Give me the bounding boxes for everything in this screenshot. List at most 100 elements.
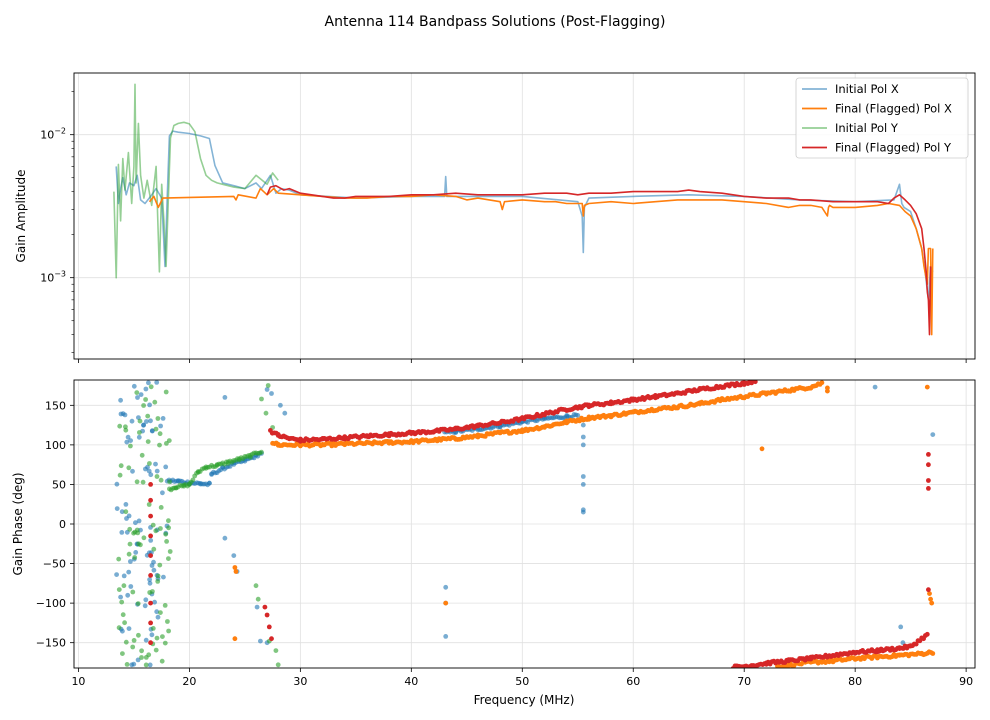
phase-y-tick-label: −100 [36, 597, 66, 610]
phase-point-initial-pol-y [122, 620, 127, 626]
phase-point-initial-pol-x [231, 553, 237, 558]
phase-point-initial-pol-x [278, 402, 283, 408]
phase-point-initial-pol-y [146, 652, 152, 658]
phase-point-initial-pol-x [148, 472, 154, 478]
phase-point-initial-pol-x [126, 513, 132, 519]
phase-point-initial-pol-x [143, 466, 148, 472]
phase-point-initial-pol-y [167, 549, 173, 554]
phase-point-initial-pol-y [124, 662, 130, 667]
legend-box [795, 77, 969, 159]
phase-point-final-flagged-pol-y [148, 553, 154, 558]
phase-point-initial-pol-y [157, 431, 163, 437]
phase-point-initial-pol-x [153, 461, 158, 467]
phase-point-initial-pol-y [117, 472, 123, 478]
phase-point-initial-pol-x [128, 584, 134, 589]
phase-point-initial-pol-y [255, 596, 261, 602]
phase-point-initial-pol-x [154, 468, 160, 474]
phase-point-initial-pol-y [159, 658, 165, 664]
phase-point-initial-pol-y [155, 573, 161, 579]
phase-x-tick-label: 90 [959, 675, 973, 688]
phase-point-initial-pol-x [580, 509, 586, 515]
phase-point-initial-pol-y [158, 610, 163, 615]
phase-ticks: 10 20 30 40 50 60 70 80 90 −150 −100 −50 0 50 100 150 [36, 399, 973, 688]
phase-point-initial-pol-x [898, 624, 904, 630]
phase-point-initial-pol-y [190, 477, 196, 483]
phase-x-label: Frequency (MHz) [474, 693, 575, 707]
phase-point-initial-pol-y [167, 479, 173, 485]
phase-point-initial-pol-x [264, 387, 270, 392]
phase-point-initial-pol-x [135, 657, 141, 663]
phase-point-initial-pol-x [161, 574, 166, 580]
phase-point-initial-pol-x [127, 559, 133, 564]
phase-point-initial-pol-x [160, 490, 165, 496]
phase-point-initial-pol-y [140, 479, 146, 485]
phase-point-initial-pol-y [131, 530, 137, 536]
amplitude-line-1 [113, 83, 279, 279]
phase-point-initial-pol-y [147, 461, 152, 466]
phase-point-initial-pol-x [118, 397, 123, 403]
legend-entry: Initial Pol Y [835, 121, 899, 135]
phase-point-initial-pol-x [580, 482, 586, 487]
phase-point-final-flagged-pol-x [443, 600, 449, 606]
phase-point-initial-pol-y [163, 389, 169, 395]
phase-x-tick-label: 30 [293, 675, 307, 688]
phase-point-final-flagged-pol-y [926, 452, 931, 457]
phase-point-initial-pol-y [253, 583, 259, 589]
phase-point-initial-pol-y [134, 479, 140, 485]
phase-point-initial-pol-x [130, 468, 135, 474]
phase-point-initial-pol-y [273, 648, 279, 653]
phase-point-initial-pol-x [144, 419, 149, 424]
phase-y-tick-label: −150 [36, 637, 66, 650]
phase-point-initial-pol-x [872, 384, 878, 390]
phase-point-initial-pol-x [147, 577, 153, 582]
phase-point-initial-pol-y [136, 541, 142, 547]
phase-point-initial-pol-x [125, 434, 131, 440]
phase-point-initial-pol-x [282, 410, 288, 416]
phase-point-initial-pol-x [114, 506, 120, 511]
phase-x-tick-label: 10 [71, 675, 85, 688]
phase-point-initial-pol-x [118, 411, 124, 417]
phase-point-final-flagged-pol-y [148, 533, 154, 539]
phase-point-initial-pol-y [123, 639, 129, 645]
phase-x-tick-label: 40 [404, 675, 418, 688]
figure-title: Antenna 114 Bandpass Solutions (Post-Fla… [325, 14, 666, 30]
phase-point-initial-pol-x [126, 569, 132, 575]
phase-point-initial-pol-y [141, 403, 147, 408]
phase-point-initial-pol-y [123, 427, 129, 433]
phase-point-initial-pol-x [149, 428, 155, 434]
phase-point-initial-pol-y [162, 640, 168, 646]
phase-point-final-flagged-pol-y [148, 482, 154, 487]
phase-point-initial-pol-y [153, 647, 159, 653]
phase-point-initial-pol-x [119, 509, 125, 515]
phase-point-initial-pol-y [158, 505, 164, 510]
phase-y-tick-label: −50 [43, 558, 66, 571]
phase-point-initial-pol-y [165, 619, 170, 624]
phase-point-final-flagged-pol-y [926, 486, 931, 491]
phase-point-initial-pol-x [151, 567, 157, 573]
phase-x-tick-label: 50 [515, 675, 529, 688]
phase-point-initial-pol-x [160, 416, 166, 421]
phase-point-initial-pol-x [136, 434, 142, 440]
phase-point-initial-pol-y [143, 397, 149, 402]
phase-point-initial-pol-y [163, 531, 169, 537]
phase-point-initial-pol-x [131, 661, 137, 667]
phase-point-initial-pol-x [121, 573, 127, 579]
phase-point-final-flagged-pol-y [148, 640, 154, 646]
phase-point-initial-pol-x [143, 637, 149, 643]
phase-point-initial-pol-x [142, 603, 148, 609]
phase-point-initial-pol-y [158, 477, 164, 483]
phase-point-initial-pol-x [120, 628, 125, 634]
phase-point-initial-pol-x [124, 439, 130, 445]
phase-point-initial-pol-y [139, 655, 144, 660]
phase-point-final-flagged-pol-y [262, 604, 268, 610]
phase-point-final-flagged-pol-y [148, 513, 154, 519]
phase-point-initial-pol-y [118, 463, 124, 469]
phase-point-initial-pol-y [157, 562, 163, 568]
phase-point-initial-pol-x [125, 592, 131, 598]
phase-point-initial-pol-y [152, 399, 158, 405]
phase-point-initial-pol-y [166, 525, 172, 531]
phase-point-initial-pol-x [133, 520, 138, 526]
phase-point-initial-pol-y [160, 634, 165, 639]
phase-point-initial-pol-y [131, 638, 137, 643]
